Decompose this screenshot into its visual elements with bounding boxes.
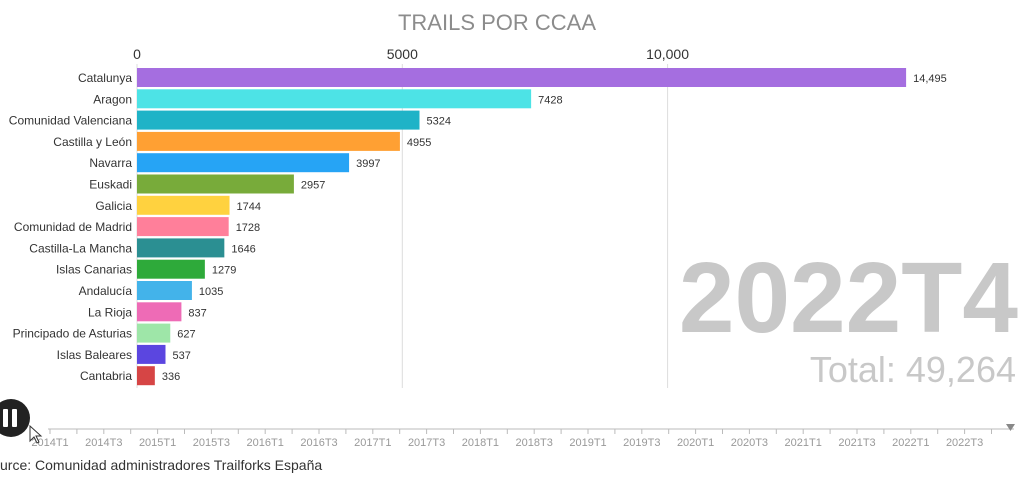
timeline-label[interactable]: 2016T3 (300, 437, 337, 449)
category-label: Comunidad Valenciana (9, 114, 133, 128)
timeline-label[interactable]: 2014T3 (85, 437, 122, 449)
value-label: 1279 (212, 265, 236, 277)
category-label: Galicia (95, 199, 132, 213)
chart-title: TRAILS POR CCAA (398, 10, 596, 35)
timeline-label[interactable]: 2015T1 (139, 437, 176, 449)
triangle-down-icon[interactable] (1006, 424, 1015, 431)
value-label: 4955 (407, 137, 431, 149)
category-label: Catalunya (78, 71, 132, 85)
timeline-label[interactable]: 2022T3 (946, 437, 983, 449)
value-label: 14,495 (913, 73, 947, 85)
pause-button[interactable] (0, 399, 30, 437)
pause-icon (3, 409, 17, 427)
category-label: Navarra (89, 156, 132, 170)
timeline-label[interactable]: 2017T3 (408, 437, 445, 449)
bar (137, 110, 420, 130)
value-labels: 14,495 7428 5324 4955 3997 2957 1744 1728 1646 12… (162, 73, 947, 383)
category-label: Euskadi (89, 178, 132, 192)
timeline-label[interactable]: 2021T1 (785, 437, 822, 449)
total-label: Total: 49,264 (810, 349, 1016, 390)
bars (137, 68, 907, 386)
x-tick-label: 10,000 (646, 46, 689, 62)
bar (137, 281, 192, 300)
category-label: Islas Baleares (57, 348, 132, 362)
bar (137, 217, 229, 237)
cursor-icon (29, 424, 43, 444)
value-label: 1646 (231, 243, 255, 255)
value-label: 7428 (538, 94, 562, 106)
value-label: 837 (188, 307, 206, 319)
category-label: Cantabria (80, 369, 132, 383)
bar (137, 302, 182, 322)
x-axis-ticks: 0 5000 10,000 (133, 46, 689, 62)
bar (137, 259, 205, 279)
timeline-labels: 2014T1 2014T3 2015T1 2015T3 2016T1 2016T3 2017… (31, 437, 983, 449)
bar (137, 131, 400, 151)
value-label: 2957 (301, 180, 325, 192)
value-label: 627 (177, 329, 195, 341)
value-label: 1744 (237, 201, 261, 213)
category-labels: Catalunya Aragon Comunidad Valenciana Casti… (9, 71, 133, 383)
timeline-label[interactable]: 2019T3 (623, 437, 660, 449)
bar (137, 366, 155, 386)
category-label: Castilla-La Mancha (29, 241, 132, 255)
timeline-label[interactable]: 2018T1 (462, 437, 499, 449)
timeline-label[interactable]: 2022T1 (892, 437, 929, 449)
category-label: Aragon (93, 92, 132, 106)
timeline-label[interactable]: 2018T3 (516, 437, 553, 449)
value-label: 1728 (236, 222, 260, 234)
x-tick-label: 5000 (387, 46, 418, 62)
timeline-slider[interactable]: 2014T1 2014T3 2015T1 2015T3 2016T1 2016T3 2017… (31, 424, 1015, 449)
value-label: 5324 (426, 116, 450, 128)
timeline-label[interactable]: 2014T1 (31, 437, 68, 449)
value-label: 336 (162, 371, 180, 383)
bar (137, 68, 907, 87)
category-label: Castilla y León (53, 135, 132, 149)
value-label: 3997 (356, 158, 380, 170)
x-tick-label: 0 (133, 46, 141, 62)
timeline-label[interactable]: 2019T1 (569, 437, 606, 449)
timeline-label[interactable]: 2020T3 (731, 437, 768, 449)
bar (137, 195, 230, 215)
timeline-label[interactable]: 2020T1 (677, 437, 714, 449)
bar (137, 323, 171, 343)
timeline-ticks (49, 429, 992, 434)
timeline-label[interactable]: 2015T3 (193, 437, 230, 449)
timeline-label[interactable]: 2017T1 (354, 437, 391, 449)
category-label: Islas Canarias (56, 263, 132, 277)
category-label: Comunidad de Madrid (14, 220, 132, 234)
timeline-label[interactable]: 2016T1 (247, 437, 284, 449)
bar (137, 89, 532, 109)
value-label: 537 (172, 350, 190, 362)
timeline-label[interactable]: 2021T3 (838, 437, 875, 449)
bar (137, 344, 166, 364)
bar (137, 238, 225, 258)
category-label: La Rioja (88, 305, 132, 319)
bar (137, 174, 294, 194)
source-note: urce: Comunidad administradores Trailfor… (0, 457, 322, 473)
value-label: 1035 (199, 286, 223, 298)
category-label: Principado de Asturias (13, 327, 132, 341)
period-label: 2022T4 (679, 242, 1019, 354)
category-label: Andalucía (79, 284, 133, 298)
bar (137, 153, 350, 173)
